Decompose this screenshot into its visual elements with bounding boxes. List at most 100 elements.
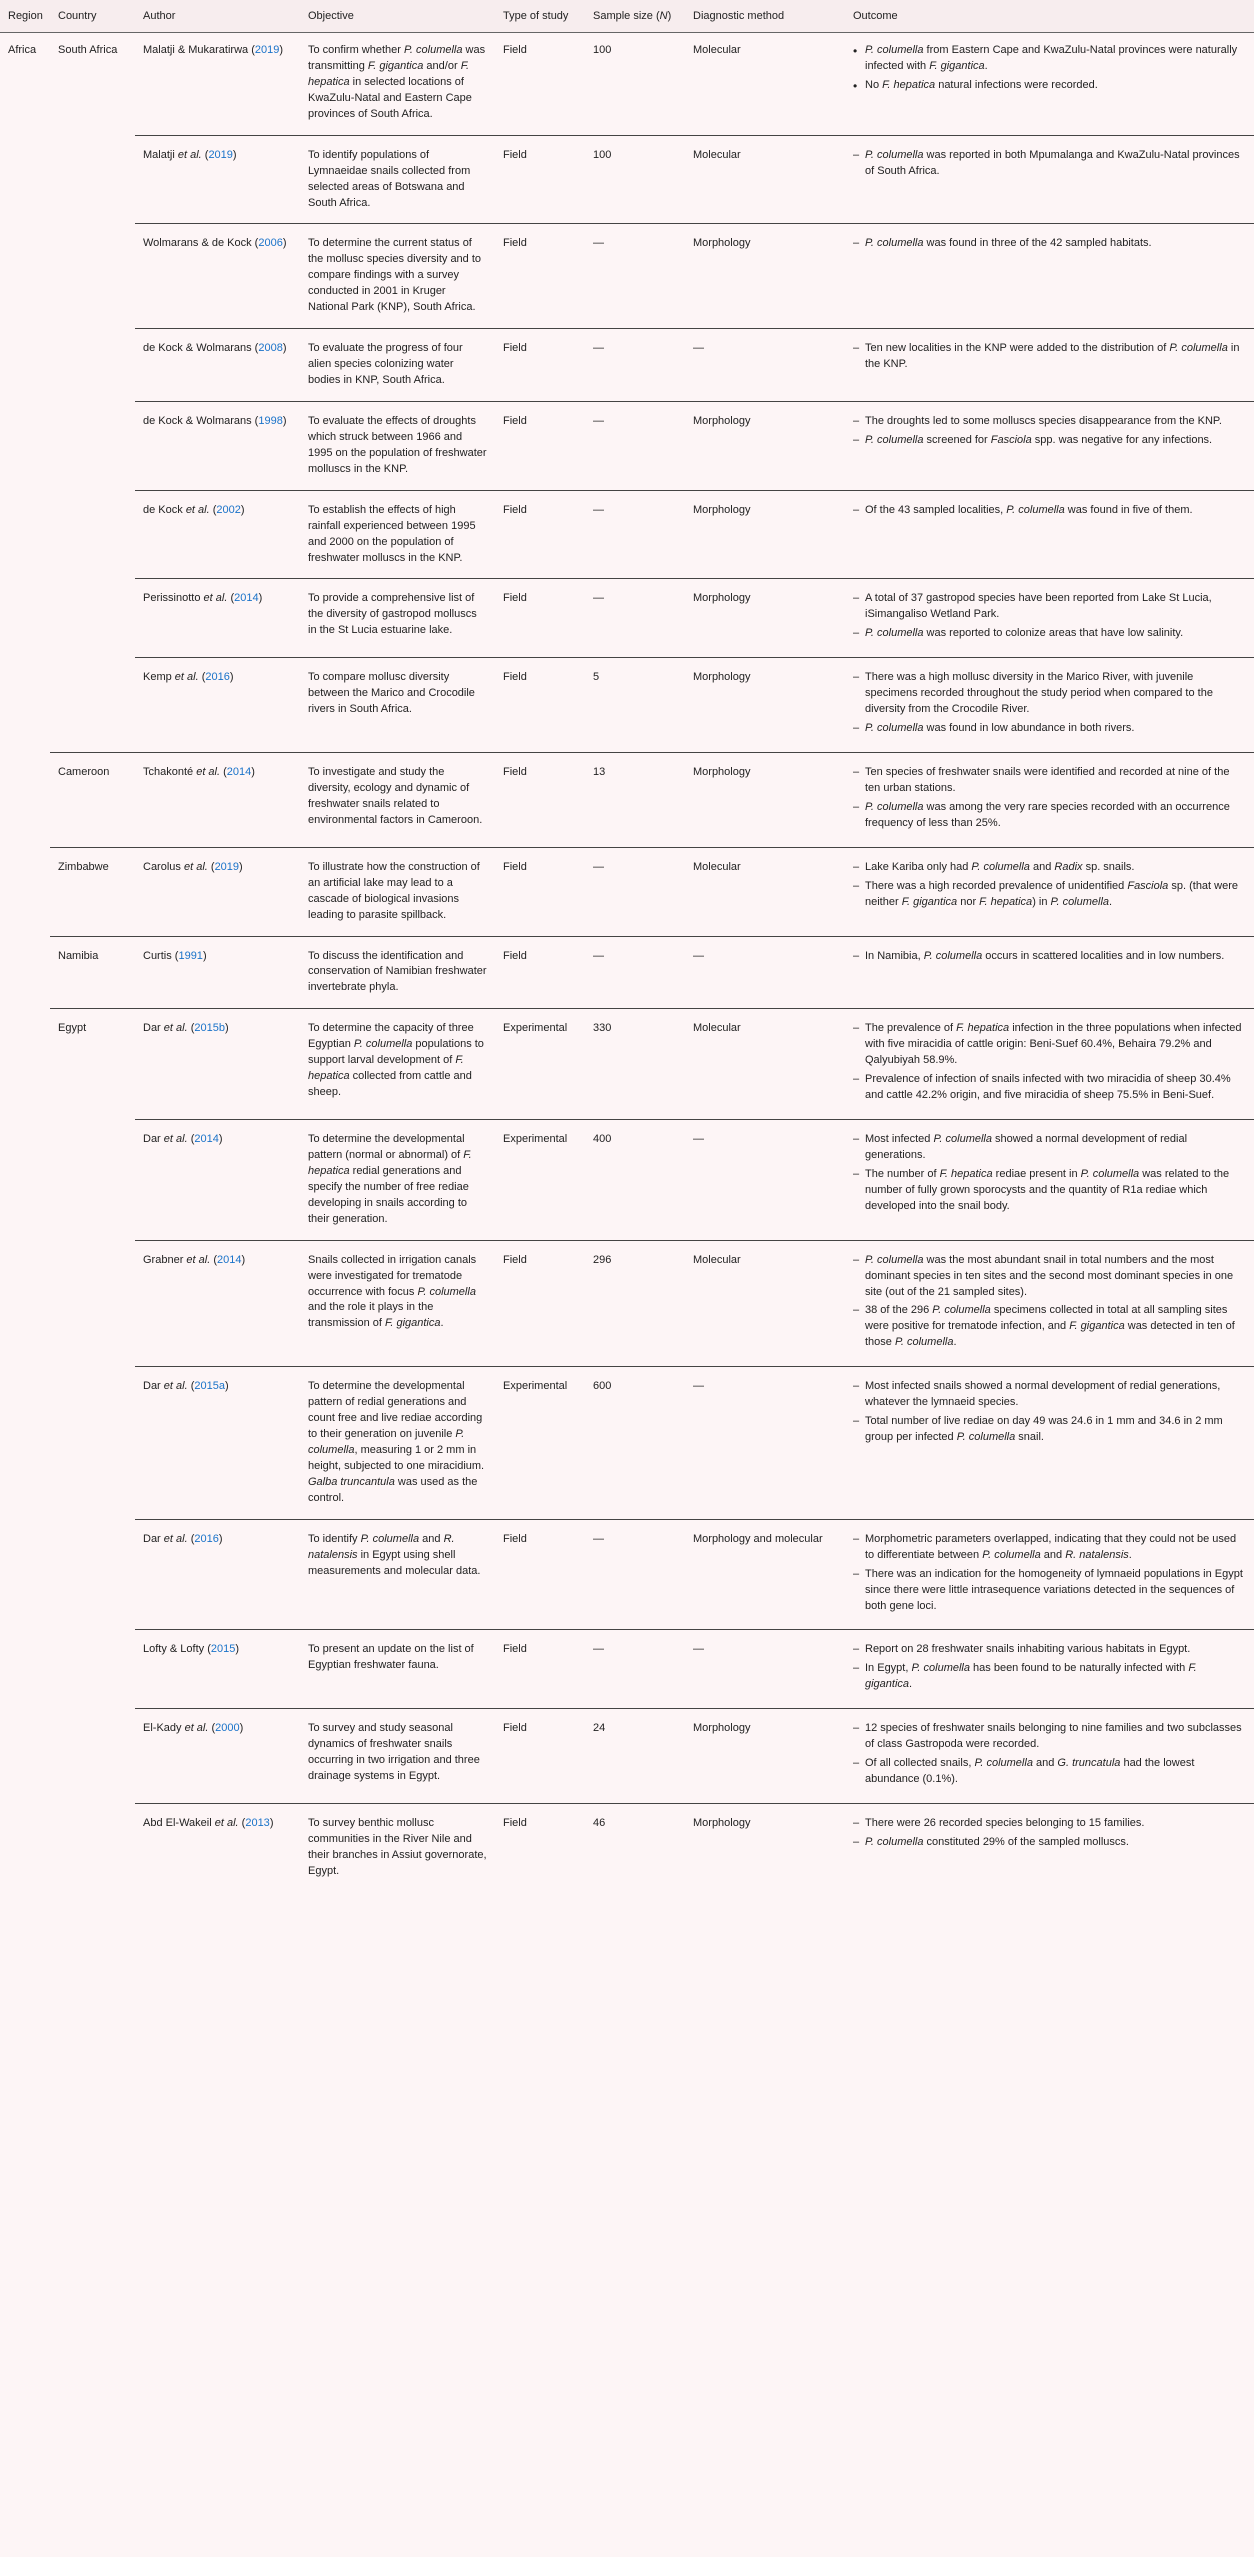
cell-outcome: The droughts led to some molluscs specie… [845, 404, 1254, 488]
table-row: de Kock & Wolmarans (2008)To evaluate th… [0, 331, 1254, 399]
cell-diag: Morphology [685, 226, 845, 326]
cell-outcome: Most infected snails showed a normal dev… [845, 1369, 1254, 1517]
outcome-item: The number of F. hepatica rediae present… [853, 1167, 1246, 1215]
cell-diag: Morphology [685, 660, 845, 750]
col-author: Author [135, 0, 300, 33]
table-row: AfricaSouth AfricaMalatji & Mukaratirwa … [0, 33, 1254, 133]
cell-sample: — [585, 1632, 685, 1706]
outcome-list: There were 26 recorded species belonging… [853, 1816, 1246, 1851]
separator-line [135, 135, 1254, 136]
cell-outcome: P. columella was the most abundant snail… [845, 1243, 1254, 1365]
table-row: Dar et al. (2015a)To determine the devel… [0, 1369, 1254, 1517]
outcome-list: Report on 28 freshwater snails inhabitin… [853, 1642, 1246, 1693]
cell-diag: Morphology [685, 1711, 845, 1801]
cell-region [0, 493, 50, 577]
cell-country: South Africa [50, 33, 135, 133]
cell-region [0, 850, 50, 934]
cell-type: Field [495, 1632, 585, 1706]
cell-region [0, 1122, 50, 1238]
cell-outcome: Of the 43 sampled localities, P. columel… [845, 493, 1254, 577]
cell-type: Experimental [495, 1011, 585, 1117]
cell-objective: To determine the developmental pattern (… [300, 1122, 495, 1238]
outcome-list: Ten new localities in the KNP were added… [853, 341, 1246, 373]
cell-country [50, 493, 135, 577]
outcome-item: The prevalence of F. hepatica infection … [853, 1021, 1246, 1069]
outcome-item: P. columella was found in three of the 4… [853, 236, 1246, 252]
separator-line [135, 657, 1254, 658]
cell-type: Field [495, 138, 585, 222]
cell-objective: To identify populations of Lymnaeidae sn… [300, 138, 495, 222]
table-row: de Kock et al. (2002)To establish the ef… [0, 493, 1254, 577]
separator-line [135, 578, 1254, 579]
separator-line [135, 490, 1254, 491]
cell-author: Carolus et al. (2019) [135, 850, 300, 934]
outcome-item: P. columella screened for Fasciola spp. … [853, 433, 1246, 449]
cell-region: Africa [0, 33, 50, 133]
cell-sample: — [585, 226, 685, 326]
cell-outcome: Ten new localities in the KNP were added… [845, 331, 1254, 399]
cell-type: Field [495, 331, 585, 399]
outcome-item: A total of 37 gastropod species have bee… [853, 591, 1246, 623]
separator-line [135, 1629, 1254, 1630]
cell-region [0, 1632, 50, 1706]
cell-outcome: In Namibia, P. columella occurs in scatt… [845, 939, 1254, 1007]
table-row: Kemp et al. (2016)To compare mollusc div… [0, 660, 1254, 750]
table-row: Grabner et al. (2014)Snails collected in… [0, 1243, 1254, 1365]
outcome-item: Morphometric parameters overlapped, indi… [853, 1532, 1246, 1564]
cell-outcome: A total of 37 gastropod species have bee… [845, 581, 1254, 655]
outcome-list: P. columella was reported in both Mpumal… [853, 148, 1246, 180]
cell-objective: To provide a comprehensive list of the d… [300, 581, 495, 655]
cell-type: Field [495, 1522, 585, 1628]
cell-author: Abd El-Wakeil et al. (2013) [135, 1806, 300, 1890]
outcome-list: In Namibia, P. columella occurs in scatt… [853, 949, 1246, 965]
cell-diag: Molecular [685, 1011, 845, 1117]
cell-outcome: There was a high mollusc diversity in th… [845, 660, 1254, 750]
cell-author: Dar et al. (2015b) [135, 1011, 300, 1117]
separator-line [50, 847, 1254, 848]
cell-author: Dar et al. (2015a) [135, 1369, 300, 1517]
cell-sample: 5 [585, 660, 685, 750]
cell-country: Zimbabwe [50, 850, 135, 934]
cell-objective: To discuss the identification and conser… [300, 939, 495, 1007]
outcome-list: Lake Kariba only had P. columella and Ra… [853, 860, 1246, 911]
cell-sample: — [585, 581, 685, 655]
outcome-item: 12 species of freshwater snails belongin… [853, 1721, 1246, 1753]
outcome-item: P. columella was reported in both Mpumal… [853, 148, 1246, 180]
table-row: Wolmarans & de Kock (2006)To determine t… [0, 226, 1254, 326]
cell-region [0, 1369, 50, 1517]
cell-country [50, 404, 135, 488]
cell-region [0, 1011, 50, 1117]
cell-author: Grabner et al. (2014) [135, 1243, 300, 1365]
cell-author: de Kock & Wolmarans (1998) [135, 404, 300, 488]
cell-diag: Morphology [685, 1806, 845, 1890]
separator-line [135, 1119, 1254, 1120]
cell-country [50, 581, 135, 655]
outcome-item: Lake Kariba only had P. columella and Ra… [853, 860, 1246, 876]
table-row: Lofty & Lofty (2015)To present an update… [0, 1632, 1254, 1706]
col-region: Region [0, 0, 50, 33]
cell-type: Field [495, 226, 585, 326]
table-row: Dar et al. (2014)To determine the develo… [0, 1122, 1254, 1238]
table-row: El-Kady et al. (2000)To survey and study… [0, 1711, 1254, 1801]
outcome-item: In Egypt, P. columella has been found to… [853, 1661, 1246, 1693]
outcome-item: Most infected snails showed a normal dev… [853, 1379, 1246, 1411]
cell-diag: — [685, 331, 845, 399]
cell-author: de Kock & Wolmarans (2008) [135, 331, 300, 399]
cell-sample: 46 [585, 1806, 685, 1890]
cell-sample: — [585, 939, 685, 1007]
separator-line [135, 1803, 1254, 1804]
cell-objective: To determine the capacity of three Egypt… [300, 1011, 495, 1117]
cell-author: Malatji & Mukaratirwa (2019) [135, 33, 300, 133]
cell-sample: — [585, 404, 685, 488]
table-header: Region Country Author Objective Type of … [0, 0, 1254, 33]
cell-objective: To confirm whether P. columella was tran… [300, 33, 495, 133]
cell-objective: To present an update on the list of Egyp… [300, 1632, 495, 1706]
cell-sample: — [585, 850, 685, 934]
table-row: ZimbabweCarolus et al. (2019)To illustra… [0, 850, 1254, 934]
cell-diag: Molecular [685, 33, 845, 133]
cell-country [50, 1632, 135, 1706]
cell-region [0, 1243, 50, 1365]
cell-country [50, 226, 135, 326]
outcome-list: Most infected P. columella showed a norm… [853, 1132, 1246, 1215]
cell-country: Namibia [50, 939, 135, 1007]
